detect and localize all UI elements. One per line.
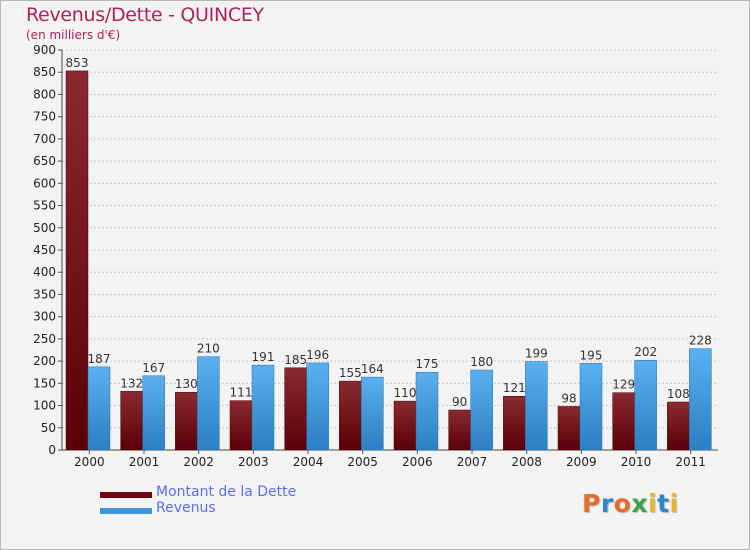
bar-dette: [175, 391, 198, 451]
logo-letter: i: [648, 489, 658, 518]
legend-swatch-dette: [100, 492, 152, 498]
logo-letter: t: [657, 489, 670, 518]
data-label-dette: 129: [612, 378, 635, 392]
bar-dette: [503, 395, 526, 451]
bar-revenus: [251, 364, 275, 451]
logo-letter: x: [631, 489, 648, 518]
data-label-revenus: 191: [252, 350, 275, 364]
bar-revenus: [306, 362, 329, 451]
y-tick-label: 450: [33, 243, 56, 257]
x-tick-label: 2001: [129, 455, 160, 469]
x-tick-label: 2005: [347, 455, 378, 469]
x-tick-label: 2003: [238, 455, 269, 469]
bar-revenus: [87, 366, 111, 451]
x-tick-label: 2009: [566, 455, 597, 469]
data-label-revenus: 164: [361, 362, 384, 376]
legend-label-dette: Montant de la Dette: [156, 484, 297, 500]
data-label-dette: 853: [66, 56, 89, 70]
bar-revenus: [689, 348, 712, 451]
logo-letter: i: [669, 489, 679, 518]
x-tick-label: 2004: [293, 455, 324, 469]
data-label-revenus: 195: [580, 348, 603, 362]
data-label-revenus: 202: [634, 345, 657, 359]
y-tick-label: 350: [33, 287, 56, 301]
data-label-revenus: 210: [197, 342, 220, 356]
bar-dette: [229, 400, 253, 451]
data-label-dette: 121: [503, 381, 526, 395]
data-label-dette: 108: [667, 387, 690, 401]
x-tick-label: 2011: [675, 455, 706, 469]
data-label-revenus: 187: [88, 352, 111, 366]
bar-dette: [120, 391, 143, 451]
y-tick-label: 300: [33, 310, 56, 324]
bar-dette: [667, 401, 690, 451]
data-label-dette: 90: [452, 395, 467, 409]
data-label-revenus: 180: [470, 355, 493, 369]
data-label-dette: 185: [284, 353, 307, 367]
y-tick-label: 850: [33, 65, 56, 79]
data-label-dette: 110: [394, 386, 417, 400]
bar-revenus: [361, 376, 384, 451]
y-tick-label: 550: [33, 199, 56, 213]
bar-revenus: [579, 363, 603, 451]
y-tick-label: 250: [33, 332, 56, 346]
bar-dette: [448, 409, 471, 451]
data-label-dette: 132: [120, 376, 143, 390]
x-tick-label: 2008: [511, 455, 542, 469]
data-label-revenus: 199: [525, 347, 548, 361]
bar-revenus: [142, 375, 165, 451]
y-tick-label: 900: [33, 43, 56, 57]
y-tick-label: 50: [41, 421, 56, 435]
proxiti-logo: Proxiti: [582, 489, 679, 518]
y-tick-label: 600: [33, 176, 56, 190]
bar-revenus: [415, 371, 439, 451]
data-label-revenus: 196: [306, 348, 329, 362]
x-tick-label: 2002: [183, 455, 214, 469]
logo-letter: P: [582, 489, 601, 518]
bar-dette: [339, 380, 362, 451]
y-tick-label: 100: [33, 399, 56, 413]
legend-swatch-revenus: [100, 508, 152, 514]
bar-revenus: [525, 361, 548, 451]
x-tick-label: 2000: [74, 455, 105, 469]
data-label-dette: 111: [230, 386, 253, 400]
grid-lines: [62, 49, 718, 429]
y-tick-label: 500: [33, 221, 56, 235]
logo-letter: r: [600, 489, 614, 518]
logo-letter: o: [613, 489, 632, 518]
y-tick-label: 200: [33, 354, 56, 368]
data-label-dette: 130: [175, 377, 198, 391]
bar-dette: [393, 400, 417, 451]
data-label-revenus: 167: [142, 361, 165, 375]
chart-subtitle: (en milliers d'€): [26, 28, 121, 42]
bar-dette: [284, 367, 307, 451]
y-tick-label: 750: [33, 110, 56, 124]
legend-label-revenus: Revenus: [156, 500, 216, 516]
bar-dette: [65, 70, 89, 451]
axes: 0 50 100 150 200 250 300 350 400 450 500 550 600 650 7…: [33, 43, 718, 469]
y-tick-label: 650: [33, 154, 56, 168]
bars: [65, 70, 712, 451]
x-tick-label: 2006: [402, 455, 433, 469]
bar-dette: [557, 406, 581, 451]
x-tick-label: 2010: [621, 455, 652, 469]
y-tick-label: 150: [33, 376, 56, 390]
data-label-dette: 98: [561, 391, 576, 405]
y-tick-label: 800: [33, 87, 56, 101]
y-tick-label: 0: [48, 443, 56, 457]
chart-title: Revenus/Dette - QUINCEY: [26, 4, 264, 26]
bar-dette: [612, 392, 635, 451]
y-tick-label: 700: [33, 132, 56, 146]
y-tick-label: 400: [33, 265, 56, 279]
bar-revenus: [470, 369, 493, 451]
data-label-revenus: 175: [416, 357, 439, 371]
x-tick-label: 2007: [457, 455, 488, 469]
bar-revenus: [634, 359, 657, 451]
bar-revenus: [197, 356, 220, 451]
data-label-revenus: 228: [689, 334, 712, 348]
data-label-dette: 155: [339, 366, 362, 380]
